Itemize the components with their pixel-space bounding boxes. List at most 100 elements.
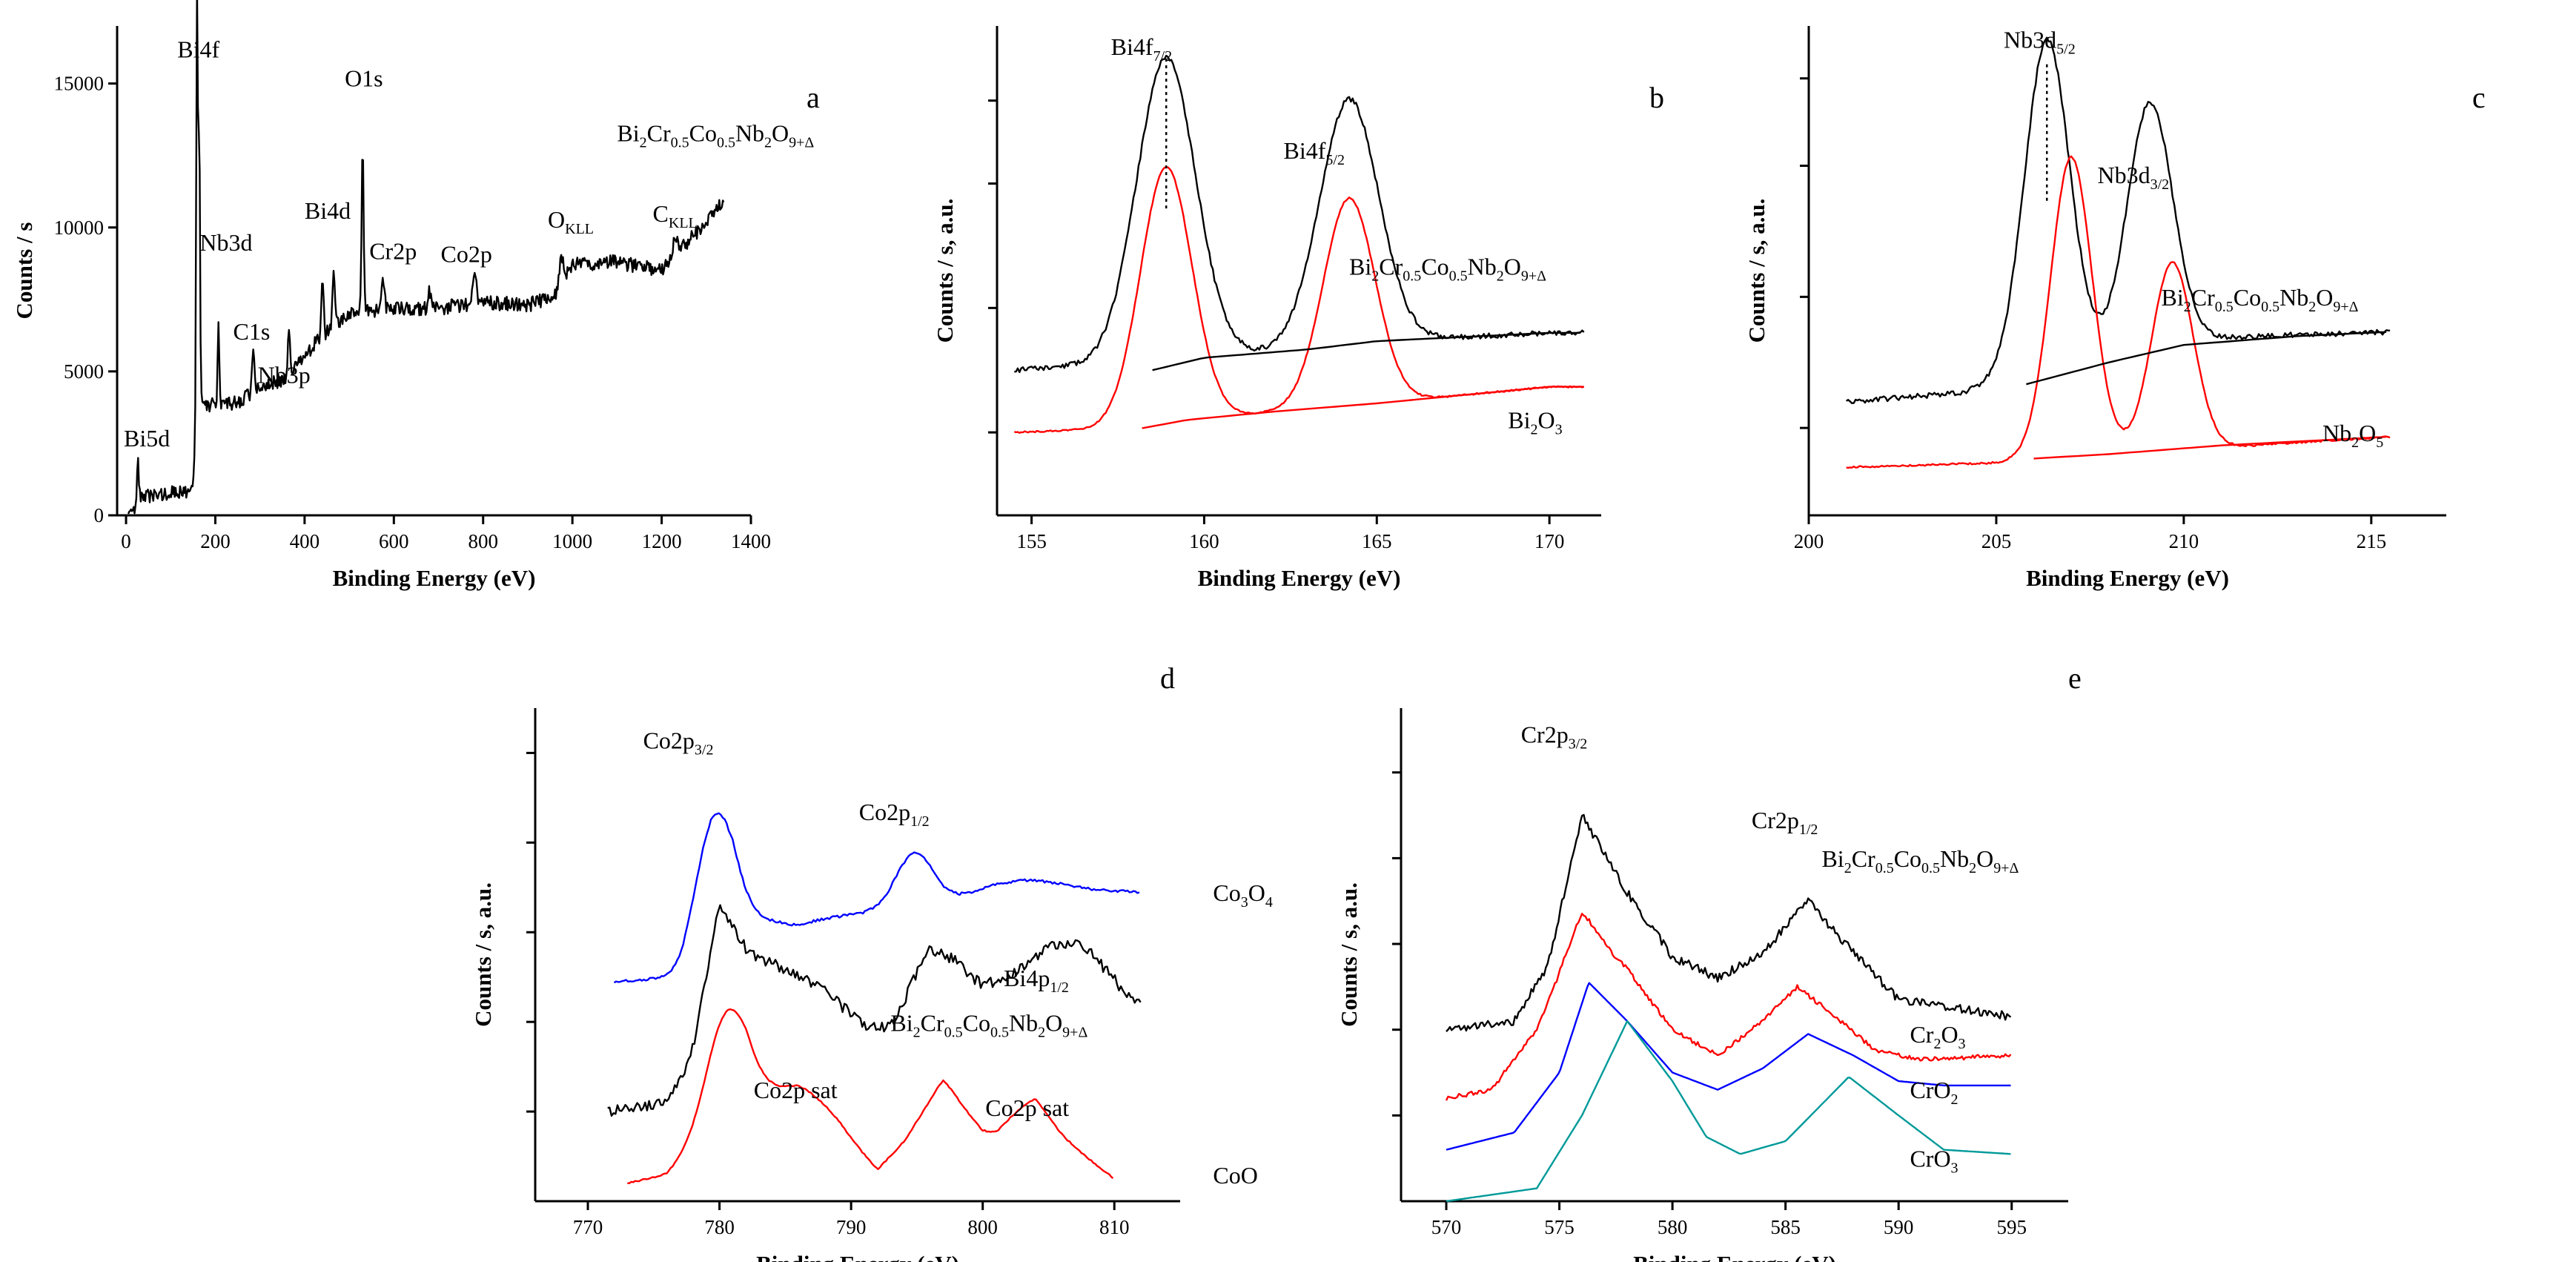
series-c-2 xyxy=(2026,331,2387,386)
panel-b: 155 160 165 170 Binding Energy (eV) Counts / … xyxy=(932,26,1664,591)
compound-label-d: Bi2Cr0.5Co0.5Nb2O9+Δ xyxy=(890,1009,1087,1040)
series-b-3 xyxy=(1142,386,1584,429)
series-c-3 xyxy=(2033,436,2387,460)
annotation-a-10: CKLL xyxy=(653,200,698,231)
annotation-e-3: CrO2 xyxy=(1910,1077,1958,1108)
x-tick-label-b: 170 xyxy=(1534,530,1565,552)
annotation-d-5: Co2p sat xyxy=(985,1094,1069,1121)
panel-letter-c: c xyxy=(2472,81,2486,114)
annotation-d-0: Co2p3/2 xyxy=(643,727,714,758)
y-axis-title-a: Counts / s xyxy=(11,222,37,320)
x-tick-label-d: 770 xyxy=(573,1216,603,1238)
panel-letter-e: e xyxy=(2068,661,2082,695)
x-tick-label-a: 1000 xyxy=(552,530,592,552)
series-d-0 xyxy=(613,812,1140,984)
x-axis-title-c: Binding Energy (eV) xyxy=(2026,565,2229,591)
series-e-0 xyxy=(1446,813,2012,1033)
annotation-e-0: Cr2p3/2 xyxy=(1521,721,1588,752)
annotation-a-2: Nb3d xyxy=(199,229,252,256)
x-tick-label-e: 575 xyxy=(1544,1216,1575,1238)
compound-label-e: Bi2Cr0.5Co0.5Nb2O9+Δ xyxy=(1821,845,2019,876)
x-tick-label-c: 205 xyxy=(1981,530,2012,552)
y-tick-label-a: 0 xyxy=(94,504,105,526)
x-tick-label-b: 155 xyxy=(1016,530,1047,552)
annotation-e-2: Cr2O3 xyxy=(1910,1021,1965,1052)
series-b-1 xyxy=(1013,166,1585,434)
annotation-d-4: Co2p sat xyxy=(754,1077,838,1103)
annotation-c-0: Nb3d5/2 xyxy=(2004,26,2076,57)
x-tick-label-c: 200 xyxy=(1794,530,1824,552)
annotation-a-7: Cr2p xyxy=(369,237,417,264)
annotation-a-5: Bi4d xyxy=(305,197,351,224)
x-axis-title-d: Binding Energy (eV) xyxy=(756,1251,959,1262)
x-axis-title-a: Binding Energy (eV) xyxy=(333,565,536,591)
series-d-1 xyxy=(607,904,1142,1117)
compound-label-a: Bi2Cr0.5Co0.5Nb2O9+Δ xyxy=(617,119,814,151)
series-b-0 xyxy=(1014,54,1585,374)
x-axis-title-e: Binding Energy (eV) xyxy=(1633,1251,1836,1262)
series-d-2 xyxy=(627,1008,1114,1184)
panel-d: 770 780 790 800 810 Binding Energy (eV) Counts… xyxy=(470,661,1273,1262)
y-tick-label-a: 15000 xyxy=(54,73,105,95)
annotation-d-3: Bi4p1/2 xyxy=(1004,965,1069,996)
x-tick-label-e: 580 xyxy=(1658,1216,1688,1238)
x-tick-label-d: 810 xyxy=(1099,1216,1130,1238)
x-tick-label-b: 160 xyxy=(1189,530,1219,552)
y-axis-title-e: Counts / s, a.u. xyxy=(1336,882,1362,1027)
series-e-3 xyxy=(1446,1020,2011,1203)
annotation-d-1: Co2p1/2 xyxy=(859,799,930,830)
annotation-c-1: Nb3d3/2 xyxy=(2098,162,2170,193)
x-tick-label-a: 1200 xyxy=(642,530,682,552)
annotation-d-6: CoO xyxy=(1213,1162,1257,1189)
x-tick-label-a: 0 xyxy=(121,530,131,552)
annotation-d-2: Co3O4 xyxy=(1213,879,1272,911)
annotation-a-1: Bi4f xyxy=(177,36,219,63)
y-tick-label-a: 10000 xyxy=(54,217,105,239)
x-tick-label-d: 790 xyxy=(836,1216,867,1238)
annotation-a-6: O1s xyxy=(345,65,383,92)
panel-c: 200 205 210 215 Binding Energy (eV) Counts / … xyxy=(1744,26,2486,591)
series-b-2 xyxy=(1152,331,1581,371)
x-tick-label-e: 585 xyxy=(1770,1216,1801,1238)
x-tick-label-e: 595 xyxy=(1996,1216,2027,1238)
annotation-a-8: Co2p xyxy=(441,240,492,267)
x-tick-label-a: 200 xyxy=(200,530,231,552)
x-tick-label-a: 600 xyxy=(379,530,409,552)
y-axis-title-d: Counts / s, a.u. xyxy=(470,882,496,1027)
x-tick-label-e: 570 xyxy=(1431,1216,1462,1238)
y-axis-title-c: Counts / s, a.u. xyxy=(1744,199,1769,343)
series-e-1 xyxy=(1445,913,2012,1101)
y-axis-title-b: Counts / s, a.u. xyxy=(932,199,958,343)
compound-label-c: Bi2Cr0.5Co0.5Nb2O9+Δ xyxy=(2162,284,2359,315)
y-tick-label-a: 5000 xyxy=(64,360,104,383)
x-tick-label-e: 590 xyxy=(1884,1216,1914,1238)
x-tick-label-a: 1400 xyxy=(731,530,771,552)
x-tick-label-d: 800 xyxy=(967,1216,998,1238)
annotation-a-4: Nb3p xyxy=(258,361,311,388)
x-tick-label-a: 400 xyxy=(290,530,320,552)
annotation-b-2: Bi2O3 xyxy=(1508,407,1562,438)
panel-letter-b: b xyxy=(1649,81,1664,114)
annotation-b-1: Bi4f5/2 xyxy=(1284,137,1345,168)
series-e-2 xyxy=(1446,982,2011,1151)
annotation-c-2: Nb2O5 xyxy=(2322,420,2383,451)
panel-letter-a: a xyxy=(807,81,820,114)
series-c-0 xyxy=(1845,36,2391,404)
annotation-a-9: OKLL xyxy=(548,206,594,237)
annotation-e-4: CrO3 xyxy=(1910,1146,1958,1177)
annotation-a-3: C1s xyxy=(234,318,271,345)
panel-a: 0 200 400 600 800 1000 1200 1400 0 5000 10000 15000… xyxy=(11,0,820,591)
panel-letter-d: d xyxy=(1160,661,1175,695)
x-tick-label-d: 780 xyxy=(704,1216,735,1238)
x-tick-label-b: 165 xyxy=(1362,530,1392,552)
compound-label-b: Bi2Cr0.5Co0.5Nb2O9+Δ xyxy=(1349,254,1546,285)
x-tick-label-c: 210 xyxy=(2169,530,2199,552)
x-tick-label-c: 215 xyxy=(2357,530,2387,552)
series-a-0 xyxy=(127,0,725,515)
panel-e: 570 575 580 585 590 595 Binding Energy (eV) Cou… xyxy=(1336,661,2082,1262)
x-tick-label-a: 800 xyxy=(468,530,498,552)
annotation-a-0: Bi5d xyxy=(124,425,170,452)
annotation-e-1: Cr2p1/2 xyxy=(1752,807,1818,838)
annotation-b-0: Bi4f7/2 xyxy=(1111,33,1172,65)
